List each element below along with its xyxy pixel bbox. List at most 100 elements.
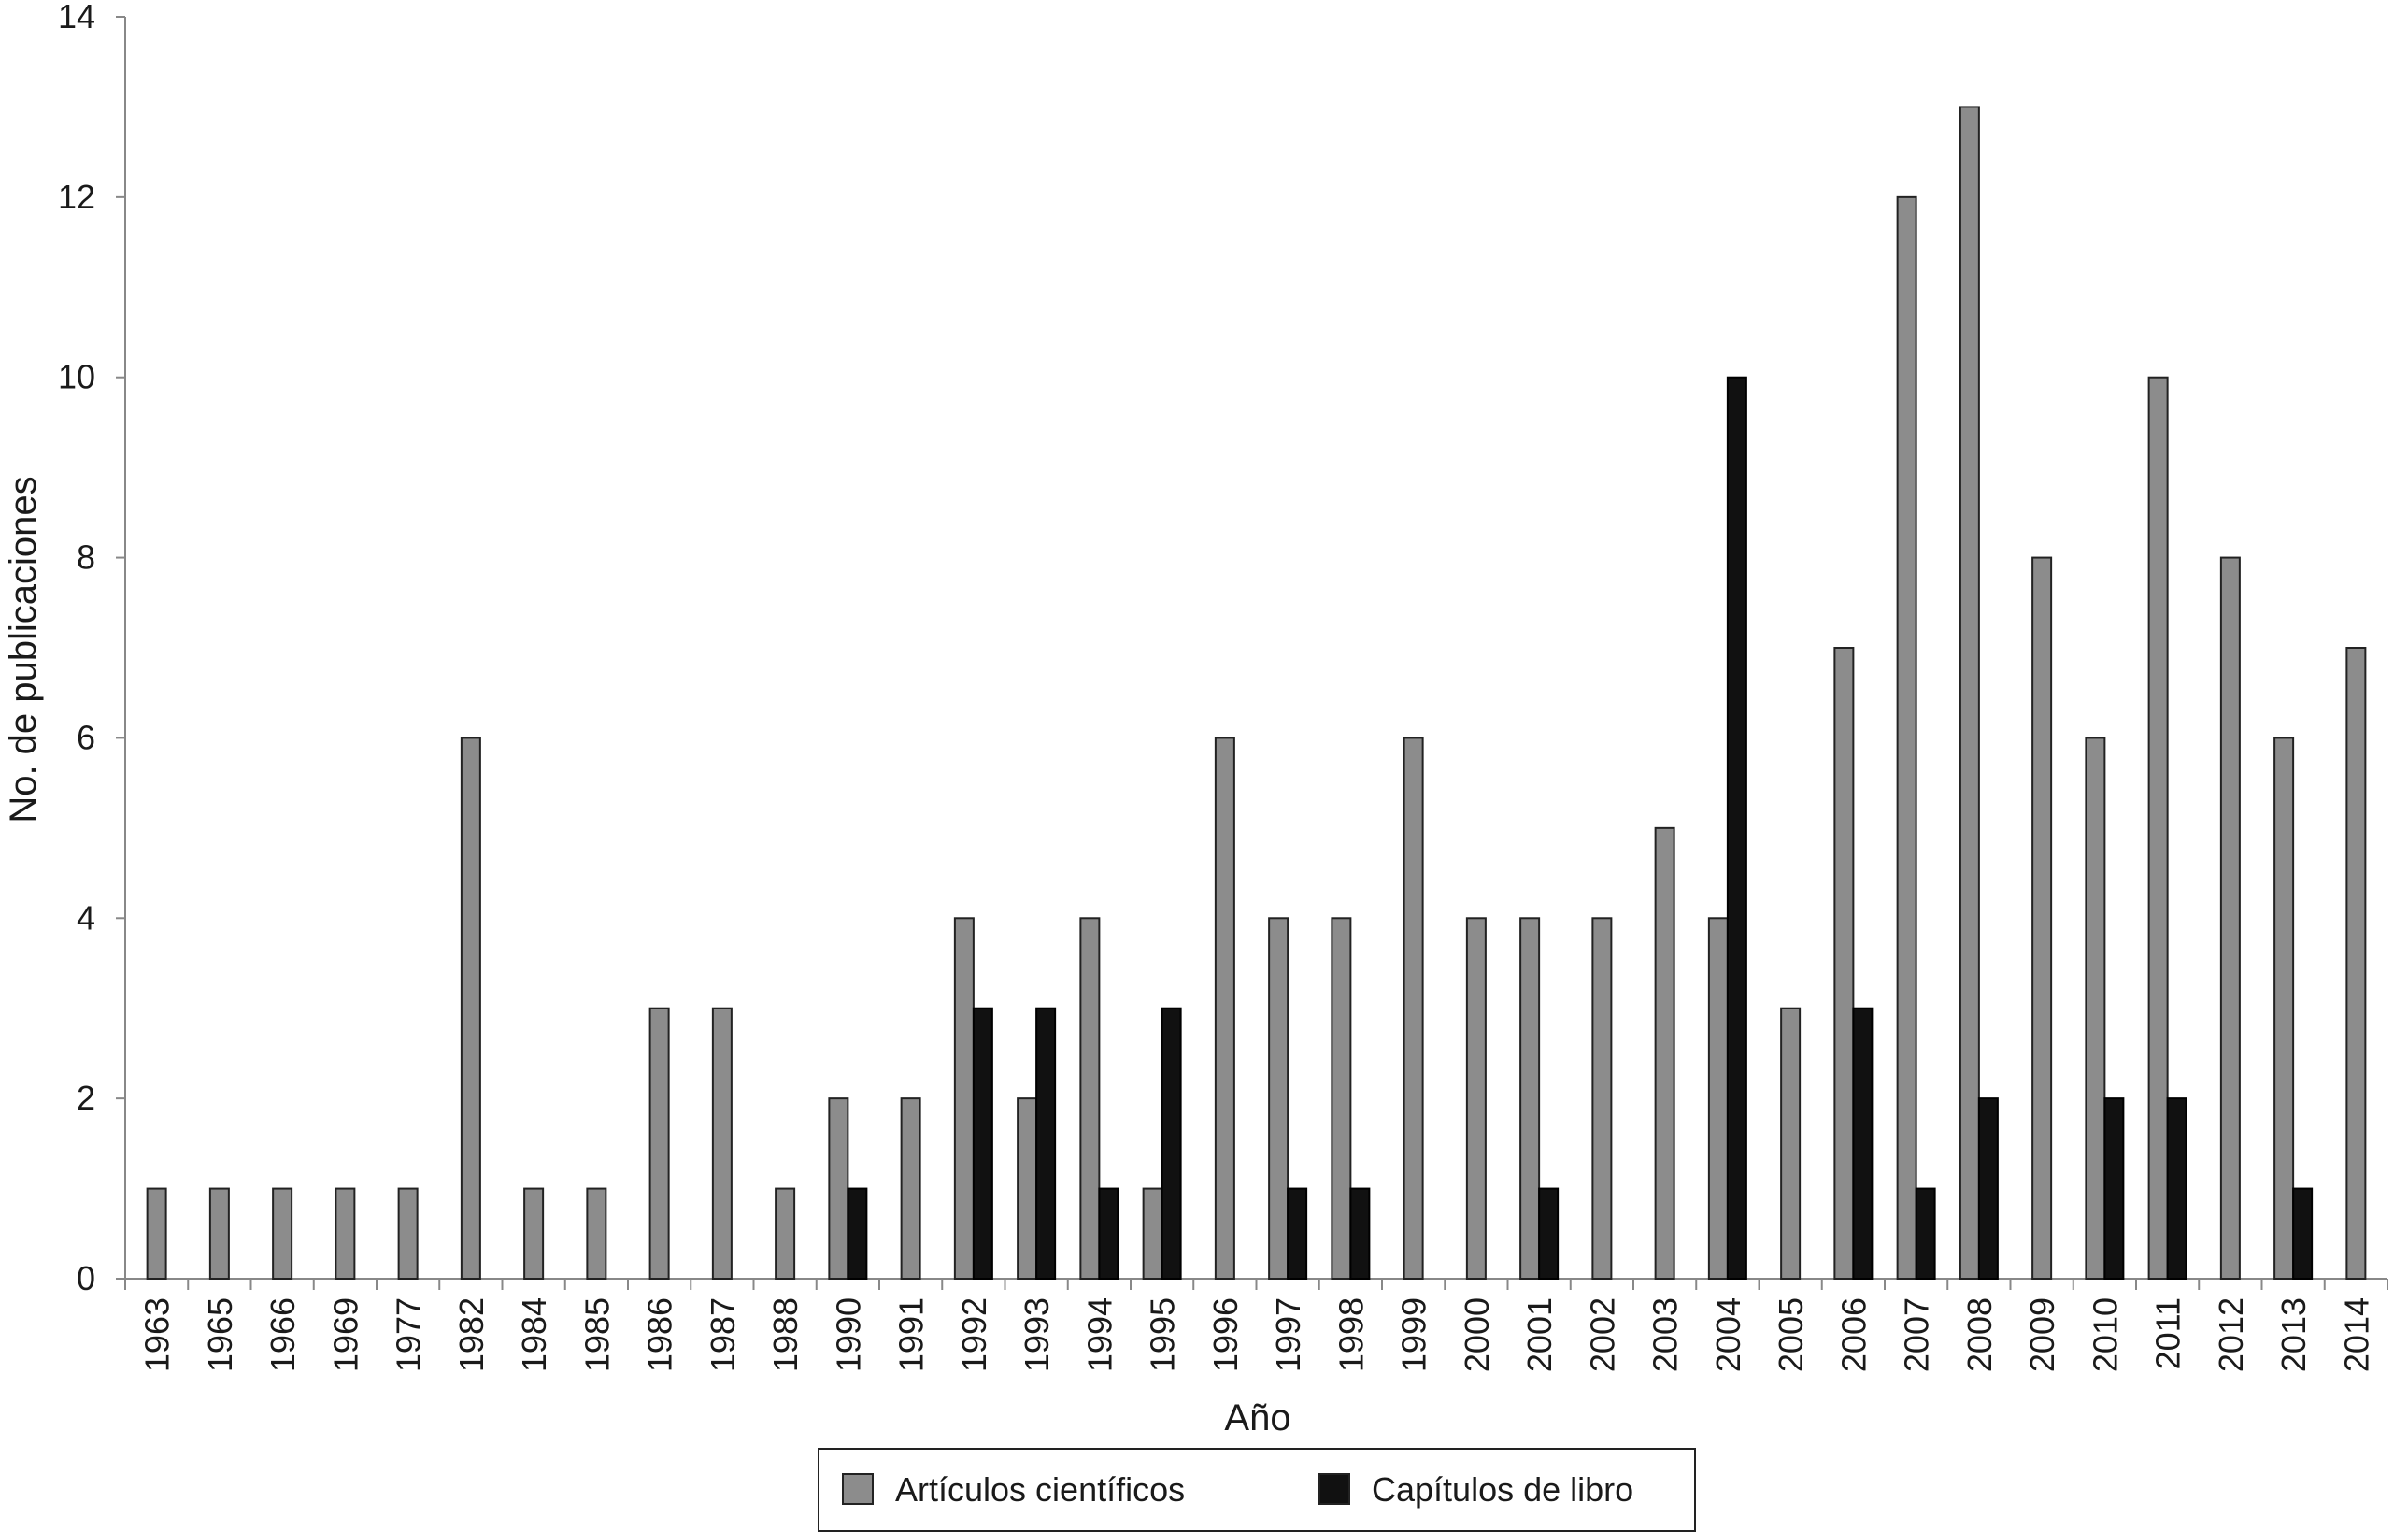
x-tick-label: 1992 xyxy=(955,1297,993,1372)
bar-articulos xyxy=(2273,737,2295,1280)
bar-capitulos xyxy=(1098,1187,1119,1280)
bar-capitulos xyxy=(2292,1187,2314,1280)
bar-capitulos xyxy=(1035,1007,1057,1280)
x-tick-label: 2000 xyxy=(1458,1297,1496,1372)
bar-capitulos xyxy=(1161,1007,1182,1280)
bar-articulos xyxy=(900,1097,921,1280)
bar-articulos xyxy=(1780,1007,1802,1280)
x-tick-label: 2006 xyxy=(1834,1297,1873,1372)
bar-articulos xyxy=(1833,647,1855,1280)
legend-label: Artículos científicos xyxy=(895,1470,1185,1509)
x-tick-label: 2002 xyxy=(1583,1297,1621,1372)
x-tick-label: 2008 xyxy=(1960,1297,1999,1372)
bar-capitulos xyxy=(972,1007,993,1280)
x-tick-label: 1988 xyxy=(766,1297,805,1372)
bar-articulos xyxy=(711,1007,733,1280)
y-tick-label: 0 xyxy=(77,1259,95,1297)
bar-articulos xyxy=(146,1187,167,1280)
x-tick-label: 2011 xyxy=(2149,1297,2187,1369)
bar-articulos xyxy=(1017,1097,1038,1280)
x-tick-label: 1963 xyxy=(138,1297,177,1372)
bar-capitulos xyxy=(1726,376,1747,1280)
bar-capitulos xyxy=(1538,1187,1560,1280)
x-tick-label: 1982 xyxy=(452,1297,491,1372)
x-tick-label: 1987 xyxy=(704,1297,742,1372)
x-tick-label: 2004 xyxy=(1709,1297,1747,1372)
bar-articulos xyxy=(1331,917,1352,1280)
x-tick-label: 1999 xyxy=(1395,1297,1433,1372)
y-axis-title: No. de publicaciones xyxy=(3,476,44,823)
bar-articulos xyxy=(523,1187,545,1280)
bar-articulos xyxy=(586,1187,607,1280)
bar-articulos xyxy=(828,1097,849,1280)
x-tick-label: 1993 xyxy=(1018,1297,1056,1372)
y-tick-label: 2 xyxy=(77,1079,95,1117)
x-tick-label: 1965 xyxy=(201,1297,239,1372)
x-tick-label: 1986 xyxy=(641,1297,679,1372)
bar-articulos xyxy=(335,1187,356,1280)
y-tick-label: 6 xyxy=(77,718,95,756)
bar-articulos xyxy=(648,1007,670,1280)
x-tick-label: 2001 xyxy=(1520,1297,1559,1372)
x-tick-label: 1966 xyxy=(264,1297,302,1372)
bar-articulos xyxy=(1465,917,1487,1280)
bar-articulos xyxy=(2147,376,2169,1280)
x-tick-label: 1995 xyxy=(1144,1297,1182,1372)
x-tick-label: 2005 xyxy=(1772,1297,1810,1372)
y-tick-label: 10 xyxy=(58,358,95,396)
bar-articulos xyxy=(953,917,975,1280)
legend-swatch xyxy=(1318,1473,1350,1505)
bar-articulos xyxy=(1654,826,1675,1280)
bar-articulos xyxy=(1214,737,1235,1280)
x-tick-label: 1977 xyxy=(390,1297,428,1372)
bar-articulos xyxy=(2031,556,2053,1280)
x-tick-label: 2014 xyxy=(2337,1297,2375,1372)
x-tick-label: 1996 xyxy=(1206,1297,1245,1372)
bar-articulos xyxy=(2345,647,2367,1280)
x-tick-label: 1994 xyxy=(1080,1297,1119,1372)
legend-box xyxy=(818,1448,1696,1532)
bar-articulos xyxy=(460,737,481,1280)
x-tick-label: 1998 xyxy=(1332,1297,1370,1372)
y-tick-label: 8 xyxy=(77,538,95,577)
x-tick-label: 1990 xyxy=(829,1297,867,1372)
x-axis-title: Año xyxy=(1224,1397,1290,1439)
bar-articulos xyxy=(2219,556,2241,1280)
y-axis: 0 2 4 6 8 10 12 14 xyxy=(58,0,126,1297)
y-tick-label: 12 xyxy=(58,178,95,216)
bar-capitulos xyxy=(1977,1097,1999,1280)
bar-articulos xyxy=(1142,1187,1163,1280)
x-tick-label: 2010 xyxy=(2086,1297,2124,1372)
y-tick-label: 14 xyxy=(58,0,95,36)
bars xyxy=(146,106,2367,1280)
bar-capitulos xyxy=(847,1187,868,1280)
legend-swatch xyxy=(842,1473,874,1505)
y-tick-label: 4 xyxy=(77,898,95,937)
x-tick-label: 1985 xyxy=(577,1297,616,1372)
x-axis: 1963 1965 1966 1969 1977 1982 1984 1985 1986 1987… xyxy=(124,1278,2388,1372)
legend-label: Capítulos de libro xyxy=(1372,1470,1633,1509)
x-tick-label: 2007 xyxy=(1898,1297,1936,1372)
bar-capitulos xyxy=(2166,1097,2187,1280)
bar-articulos xyxy=(397,1187,419,1280)
bar-articulos xyxy=(1079,917,1101,1280)
x-tick-label: 1984 xyxy=(515,1297,553,1372)
bar-capitulos xyxy=(1349,1187,1371,1280)
bar-articulos xyxy=(208,1187,230,1280)
bar-articulos xyxy=(1519,917,1541,1280)
bar-articulos xyxy=(1959,106,1980,1280)
x-tick-label: 1991 xyxy=(892,1297,931,1372)
bar-capitulos xyxy=(1915,1187,1936,1280)
x-tick-label: 2003 xyxy=(1646,1297,1685,1372)
bar-capitulos xyxy=(1852,1007,1874,1280)
x-tick-label: 2012 xyxy=(2212,1297,2250,1372)
bar-articulos xyxy=(2085,737,2106,1280)
bar-articulos xyxy=(1707,917,1729,1280)
x-tick-label: 2009 xyxy=(2023,1297,2061,1372)
bar-articulos xyxy=(1268,917,1289,1280)
x-tick-label: 1997 xyxy=(1269,1297,1307,1372)
bar-articulos xyxy=(272,1187,293,1280)
bar-articulos xyxy=(1896,195,1917,1280)
bar-articulos xyxy=(1403,737,1424,1280)
